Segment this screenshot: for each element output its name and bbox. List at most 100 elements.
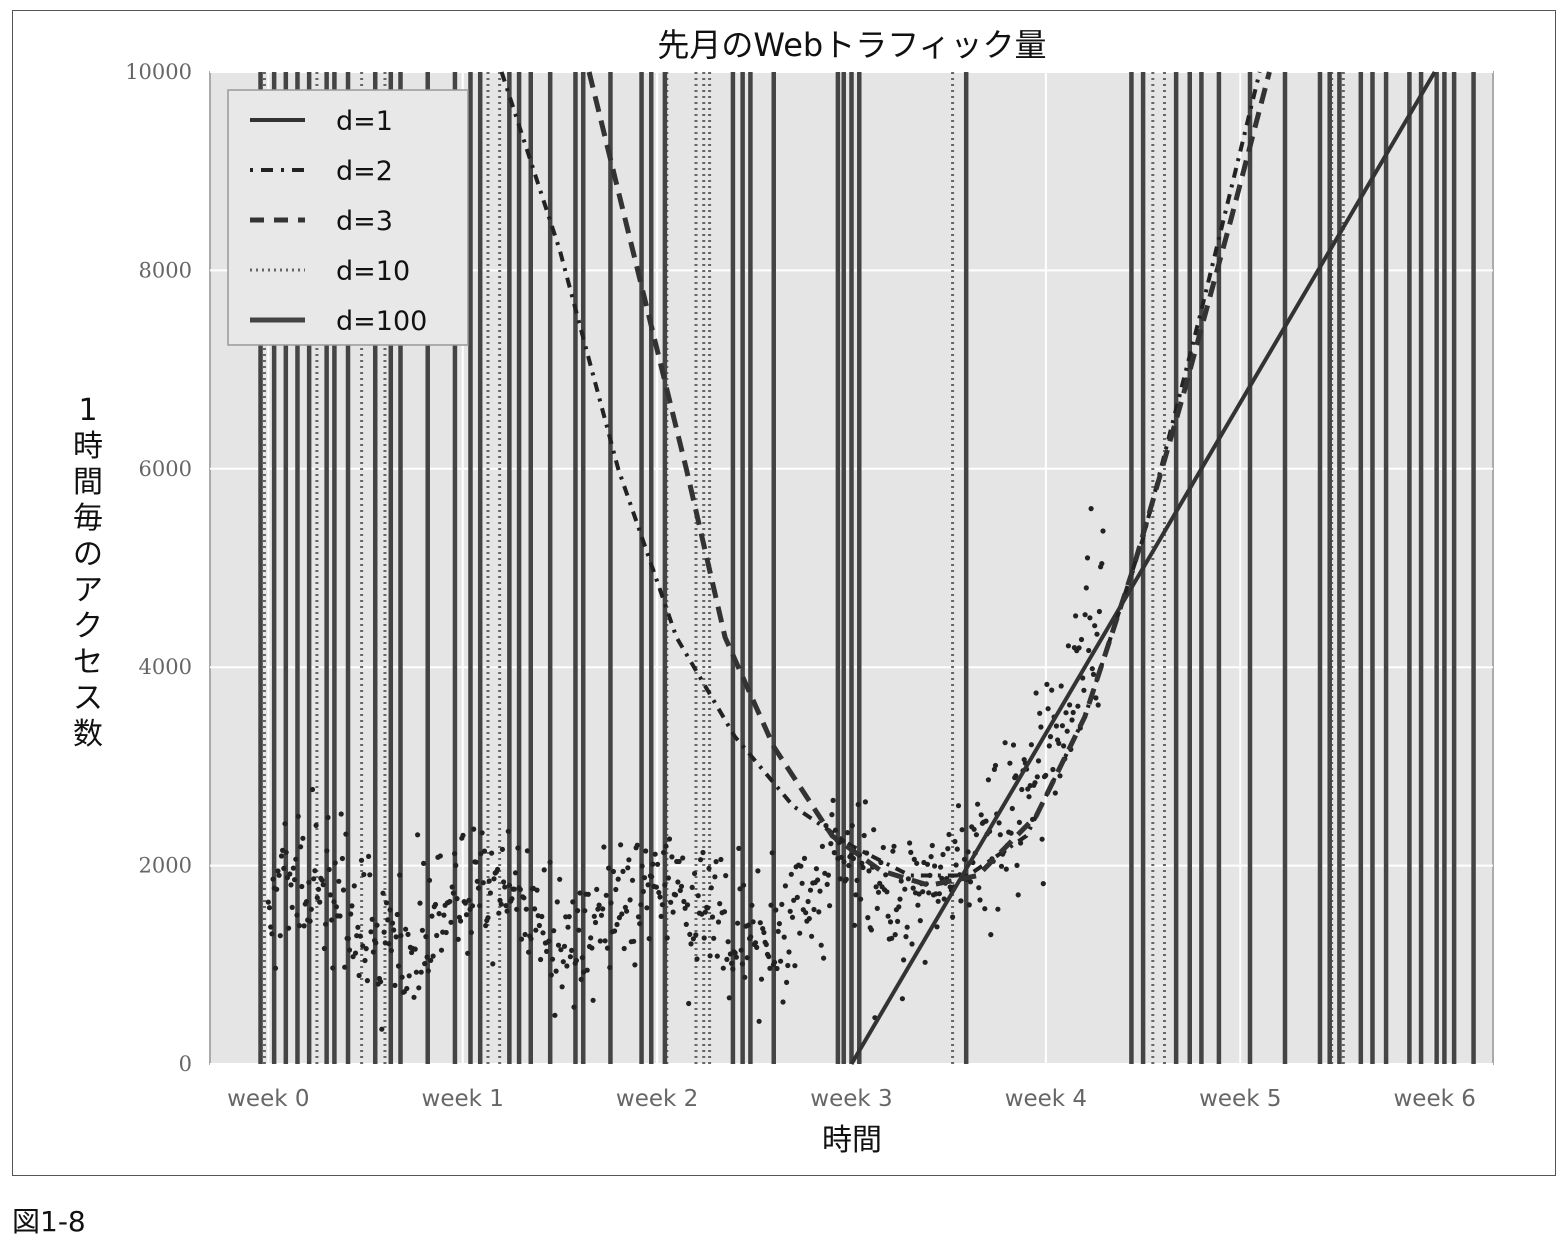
data-point xyxy=(540,930,546,936)
x-tick-label: week 4 xyxy=(1005,1086,1087,1112)
data-point xyxy=(352,950,359,956)
data-point xyxy=(430,953,436,959)
data-point xyxy=(1008,830,1014,836)
data-point xyxy=(523,906,529,912)
data-point xyxy=(1010,742,1017,748)
data-point xyxy=(662,882,668,888)
data-point xyxy=(398,933,404,939)
data-point xyxy=(695,893,701,899)
data-point xyxy=(828,841,834,847)
data-point xyxy=(575,908,581,914)
data-point xyxy=(266,905,273,911)
data-point xyxy=(312,868,318,874)
data-point xyxy=(595,906,601,912)
data-point xyxy=(748,934,754,940)
data-point xyxy=(816,909,822,915)
data-point xyxy=(455,936,461,942)
data-point xyxy=(361,871,367,878)
data-point xyxy=(846,862,852,869)
data-point xyxy=(270,876,276,882)
data-point xyxy=(741,882,747,888)
data-point xyxy=(412,946,418,952)
data-point xyxy=(397,872,403,878)
data-point xyxy=(308,906,314,912)
data-point xyxy=(325,814,331,821)
data-point xyxy=(601,844,607,850)
data-point xyxy=(418,969,424,975)
data-point xyxy=(914,860,920,866)
data-point xyxy=(320,882,326,888)
data-point xyxy=(287,871,293,877)
data-point xyxy=(1007,760,1013,766)
data-point xyxy=(767,965,773,971)
data-point xyxy=(1016,819,1023,826)
data-point xyxy=(598,912,605,918)
data-point xyxy=(564,963,570,969)
data-point xyxy=(357,933,363,939)
data-point xyxy=(934,924,940,930)
data-point xyxy=(345,936,351,942)
data-point xyxy=(411,994,417,1000)
data-point xyxy=(337,913,343,919)
data-point xyxy=(657,894,663,900)
data-point xyxy=(409,949,415,956)
data-point xyxy=(782,883,789,889)
data-point xyxy=(780,999,786,1005)
data-point xyxy=(474,878,480,884)
data-point xyxy=(351,883,357,889)
data-point xyxy=(584,967,590,973)
data-point xyxy=(275,868,281,874)
data-point xyxy=(1081,687,1087,693)
data-point xyxy=(821,955,827,961)
y-tick-label: 0 xyxy=(179,1052,192,1076)
data-point xyxy=(621,945,627,952)
data-point xyxy=(1035,758,1042,764)
data-point xyxy=(379,1026,385,1032)
data-point xyxy=(899,996,906,1002)
data-point xyxy=(480,880,486,886)
data-point xyxy=(688,941,694,947)
data-point xyxy=(978,812,984,818)
data-point xyxy=(965,849,971,855)
data-point xyxy=(843,876,849,883)
data-point xyxy=(1034,774,1040,780)
data-point xyxy=(620,868,626,875)
data-point xyxy=(1003,866,1009,872)
data-point xyxy=(448,919,454,925)
data-point xyxy=(656,889,662,896)
data-point xyxy=(1075,703,1081,709)
data-point xyxy=(726,995,732,1001)
data-point xyxy=(276,872,282,878)
data-point xyxy=(356,972,362,979)
data-point xyxy=(798,863,804,869)
data-point xyxy=(885,913,891,919)
data-point xyxy=(469,903,476,909)
data-point xyxy=(268,924,274,930)
data-point xyxy=(849,823,855,829)
data-point xyxy=(675,879,681,885)
data-point xyxy=(940,851,946,858)
data-point xyxy=(714,953,720,959)
data-point xyxy=(426,877,433,883)
data-point xyxy=(495,866,501,872)
data-point xyxy=(1082,612,1088,618)
data-point xyxy=(915,902,921,908)
series-line-d2 xyxy=(499,71,1262,878)
data-point xyxy=(437,853,443,859)
data-point xyxy=(686,1000,692,1007)
data-point xyxy=(1070,709,1076,716)
data-point xyxy=(936,891,943,897)
data-point xyxy=(511,886,517,892)
data-point xyxy=(641,875,648,881)
data-point xyxy=(1063,710,1069,716)
data-point xyxy=(619,911,625,917)
data-point xyxy=(566,914,572,920)
data-point xyxy=(883,872,889,878)
data-point xyxy=(1014,862,1020,869)
data-point xyxy=(932,863,938,869)
data-point xyxy=(422,961,428,967)
data-point xyxy=(627,897,633,903)
data-point xyxy=(983,818,989,824)
data-point xyxy=(406,973,412,979)
data-point xyxy=(432,901,439,908)
